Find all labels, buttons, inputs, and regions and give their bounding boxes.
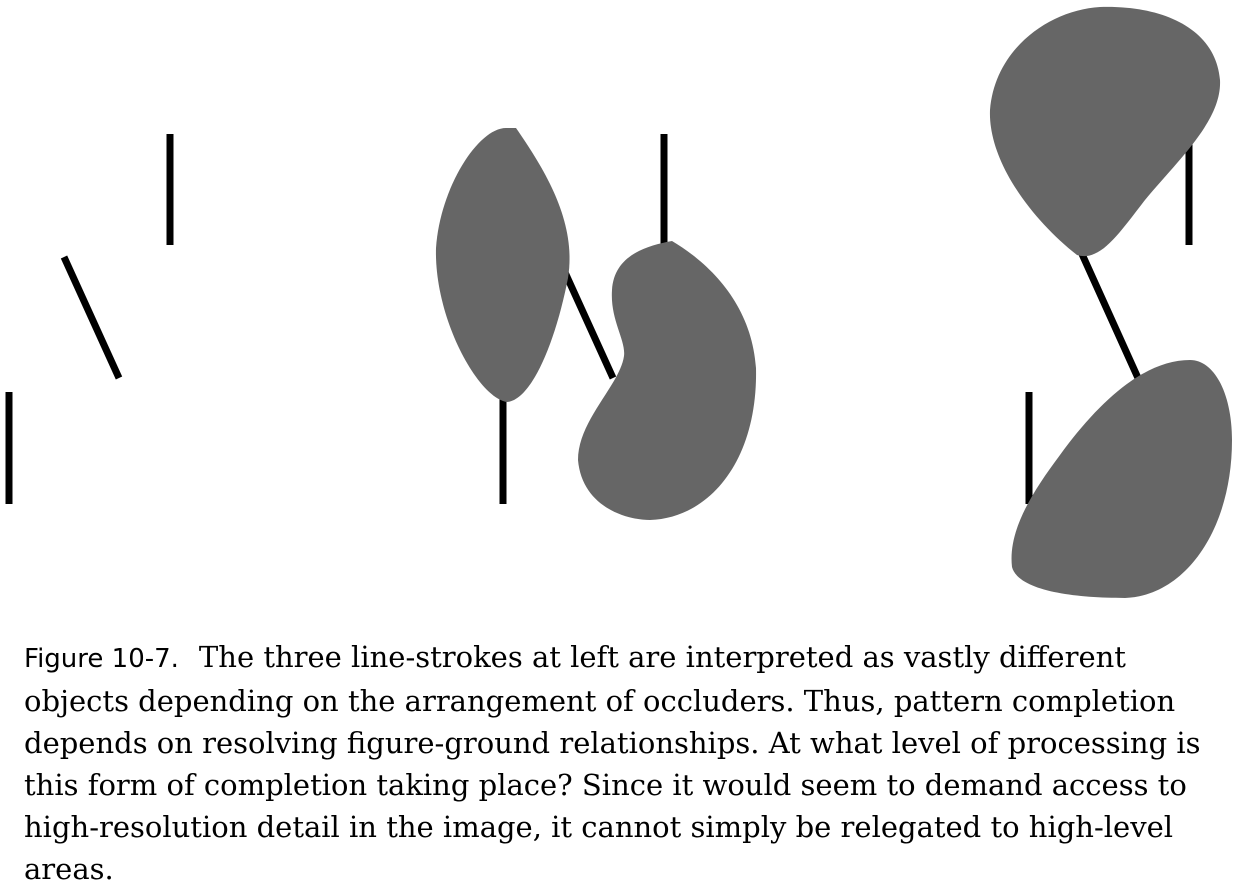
caption-text: The three line-strokes at left are inter… bbox=[24, 640, 1201, 886]
figure-illustration bbox=[5, 6, 1232, 598]
lower-occluder-blob bbox=[578, 241, 757, 520]
upper-occluder-blob bbox=[435, 128, 570, 402]
panel-line-strokes-only bbox=[5, 134, 174, 504]
upper-occluder-blob bbox=[989, 6, 1221, 257]
caption-label: Figure 10-7. bbox=[24, 644, 179, 674]
figure-caption: Figure 10-7. The three line-strokes at le… bbox=[24, 636, 1224, 890]
panel-occluders-variant-a bbox=[435, 128, 757, 520]
lower-occluder-blob bbox=[1011, 360, 1232, 598]
diagonal-stroke bbox=[60, 255, 123, 380]
panel-occluders-variant-b bbox=[989, 6, 1232, 598]
diagonal-stroke bbox=[1078, 252, 1142, 380]
